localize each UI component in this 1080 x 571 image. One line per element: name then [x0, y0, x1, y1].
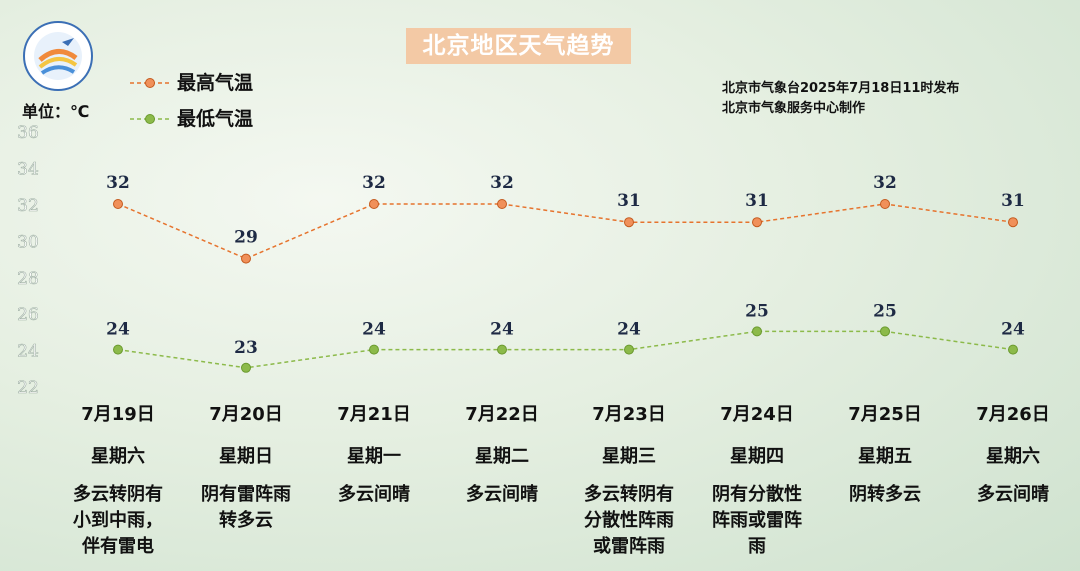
day-condition: 多云间晴: [314, 482, 434, 508]
day-date: 7月26日: [976, 404, 1050, 425]
y-tick-label: 30: [17, 232, 39, 252]
issuer-line-2: 北京市气象服务中心制作: [722, 101, 866, 116]
day-condition-line: 阴转多云: [849, 484, 921, 505]
day-condition-line: 多云转阴有: [584, 484, 674, 505]
high-temp-point: [369, 199, 379, 209]
low-temp-label: 25: [873, 301, 897, 321]
day-condition-line: 多云转阴有: [73, 484, 163, 505]
day-weekday: 星期三: [602, 446, 656, 467]
legend-low-marker: [130, 114, 170, 124]
high-temp-point: [497, 199, 507, 209]
high-temp-point: [880, 199, 890, 209]
y-tick-label: 36: [17, 123, 39, 143]
high-temp-point: [752, 217, 762, 228]
y-tick-label: 26: [17, 305, 39, 325]
day-condition-line: 转多云: [219, 510, 273, 531]
day-condition-line: 多云间晴: [338, 484, 410, 505]
low-temp-label: 24: [490, 320, 514, 340]
day-weekday: 星期一: [347, 446, 401, 467]
high-temp-point: [1008, 217, 1018, 228]
day-condition: 多云转阴有小到中雨， 伴有雷电: [58, 482, 178, 560]
high-temp-line: [117, 203, 1014, 260]
day-weekday: 星期六: [986, 446, 1040, 467]
day-weekday: 星期日: [219, 446, 273, 467]
low-temp-label: 24: [1001, 320, 1025, 340]
issuer-line-1: 北京市气象台2025年7月18日11时发布: [722, 81, 960, 96]
low-temp-point: [241, 362, 251, 373]
high-temp-point: [624, 217, 634, 228]
low-temp-point: [113, 344, 123, 355]
high-temp-label: 31: [1001, 191, 1025, 211]
day-condition-line: 多云间晴: [977, 484, 1049, 505]
low-temp-point: [624, 344, 634, 355]
high-temp-label: 31: [745, 191, 769, 211]
day-condition: 阴有分散性阵雨或雷阵雨: [697, 482, 817, 560]
day-condition: 多云转阴有分散性阵雨或雷阵雨: [569, 482, 689, 560]
low-temp-label: 24: [617, 320, 641, 340]
high-temp-point: [113, 199, 123, 209]
day-date: 7月23日: [592, 404, 666, 425]
meteorological-service-logo: [23, 21, 93, 91]
day-weekday: 星期六: [91, 446, 145, 467]
day-condition-line: 分散性阵雨: [584, 510, 674, 531]
day-condition: 多云间晴: [442, 482, 562, 508]
low-temp-label: 25: [745, 301, 769, 321]
low-temp-label: 23: [234, 338, 258, 358]
day-condition-line: 阴有分散性: [712, 484, 802, 505]
high-temp-label: 32: [873, 173, 897, 193]
unit-label: 单位：℃: [22, 102, 90, 121]
low-temp-label: 24: [106, 320, 130, 340]
high-temp-label: 29: [234, 228, 258, 248]
y-tick-label: 24: [17, 342, 39, 362]
day-date: 7月24日: [720, 404, 794, 425]
day-date: 7月20日: [209, 404, 283, 425]
day-date: 7月21日: [337, 404, 411, 425]
y-tick-label: 22: [17, 378, 39, 398]
day-date: 7月25日: [848, 404, 922, 425]
day-condition-line: 或雷阵雨: [593, 536, 665, 557]
day-condition-line: 多云间晴: [466, 484, 538, 505]
day-condition-line: 伴有雷电: [82, 536, 154, 557]
low-temp-point: [752, 326, 762, 337]
day-condition-line: 雨: [748, 536, 766, 557]
y-tick-label: 34: [17, 160, 39, 180]
legend-high-label: 最高气温: [177, 72, 254, 94]
day-condition-line: 小到中雨，: [73, 510, 163, 531]
day-weekday: 星期五: [858, 446, 912, 467]
y-tick-label: 28: [17, 269, 39, 289]
low-temp-point: [369, 344, 379, 355]
high-temp-label: 32: [490, 173, 514, 193]
day-condition: 阴有雷阵雨 转多云: [186, 482, 306, 534]
high-temp-label: 32: [362, 173, 386, 193]
low-temp-point: [497, 344, 507, 355]
day-condition-line: 阵雨或雷阵: [712, 510, 802, 531]
day-weekday: 星期四: [730, 446, 784, 467]
low-temp-label: 24: [362, 320, 386, 340]
day-condition: 阴转多云: [825, 482, 945, 508]
page-title: 北京地区天气趋势: [406, 28, 631, 64]
high-temp-label: 32: [106, 173, 130, 193]
day-condition: 多云间晴: [953, 482, 1073, 508]
day-condition-line: 阴有雷阵雨: [201, 484, 291, 505]
y-tick-label: 32: [17, 196, 39, 216]
low-temp-point: [1008, 344, 1018, 355]
day-date: 7月22日: [465, 404, 539, 425]
low-temp-point: [880, 326, 890, 337]
day-weekday: 星期二: [475, 446, 529, 467]
legend-high-marker: [130, 78, 170, 88]
low-temp-line: [117, 330, 1014, 369]
high-temp-label: 31: [617, 191, 641, 211]
high-temp-point: [241, 253, 251, 264]
legend-low-label: 最低气温: [177, 108, 254, 130]
day-date: 7月19日: [81, 404, 155, 425]
